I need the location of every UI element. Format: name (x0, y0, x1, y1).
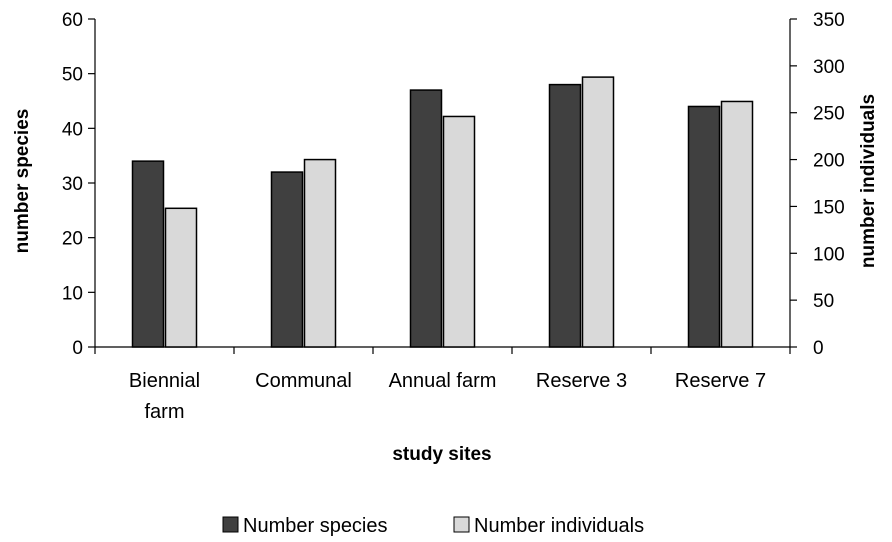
bar-number-species-reserve-3 (548, 83, 582, 348)
bar-number-individuals-communal (303, 158, 337, 348)
x-axis (94, 346, 791, 354)
bar-number-individuals-biennial-farm (164, 207, 198, 348)
left-y-axis: 0 10 20 30 40 50 60 (62, 10, 96, 359)
bar-number-species-annual-farm (409, 89, 443, 348)
bar-number-individuals-reserve-7 (720, 100, 754, 348)
left-tick-label: 50 (62, 65, 83, 86)
legend-swatch-number-individuals (453, 516, 470, 533)
left-tick-label: 20 (62, 229, 83, 250)
right-tick-label: 250 (813, 104, 845, 125)
right-tick-label: 0 (813, 338, 824, 359)
legend-label-number-species: Number species (243, 515, 388, 537)
bar-number-individuals-reserve-3 (581, 76, 615, 348)
right-tick-label: 200 (813, 151, 845, 172)
left-y-axis-title: number species (12, 109, 33, 254)
category-labels: Biennial farm Communal Annual farm Reserve 3… (129, 370, 766, 423)
legend-label-number-individuals: Number individuals (474, 515, 644, 537)
bar-number-individuals-annual-farm (442, 115, 476, 348)
right-tick-label: 300 (813, 57, 845, 78)
category-label: Reserve 7 (675, 370, 766, 392)
left-tick-label: 60 (62, 10, 83, 31)
right-tick-label: 100 (813, 244, 845, 265)
right-tick-label: 50 (813, 291, 834, 312)
left-tick-label: 10 (62, 283, 83, 304)
left-tick-label: 0 (72, 338, 83, 359)
category-label: Reserve 3 (536, 370, 627, 392)
right-y-axis: 0 50 100 150 200 250 300 350 (789, 10, 845, 359)
right-tick-label: 150 (813, 197, 845, 218)
bars-group (131, 76, 754, 348)
right-y-axis-title: number individuals (858, 94, 879, 268)
legend-swatch-number-species (222, 516, 239, 533)
right-tick-label: 350 (813, 10, 845, 31)
left-tick-label: 40 (62, 119, 83, 140)
bar-number-species-communal (270, 171, 304, 348)
category-label: Biennial farm (129, 370, 200, 423)
left-tick-label: 30 (62, 174, 83, 195)
bar-number-species-reserve-7 (687, 105, 721, 348)
category-label: Communal (255, 370, 352, 392)
bar-number-species-biennial-farm (131, 160, 165, 348)
x-axis-title: study sites (392, 444, 491, 465)
category-label: Annual farm (389, 370, 497, 392)
legend: Number species Number individuals (222, 515, 644, 537)
